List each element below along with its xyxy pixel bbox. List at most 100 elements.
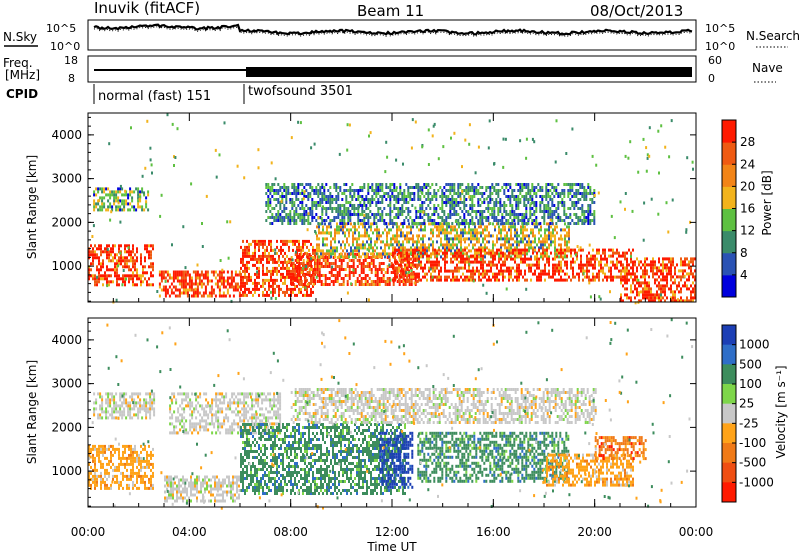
power-cell — [445, 222, 448, 225]
power-cell — [322, 259, 325, 262]
power-cell — [528, 240, 530, 244]
power-cell — [314, 278, 316, 282]
power-cell — [359, 204, 362, 207]
power-cell — [488, 260, 490, 264]
power-cell — [264, 251, 266, 255]
power-cell — [328, 225, 330, 229]
power-cell — [455, 192, 458, 195]
power-cell — [312, 280, 315, 283]
power-cell — [562, 255, 564, 259]
power-cell — [530, 257, 532, 261]
power-cell — [516, 234, 518, 238]
power-cell — [482, 240, 484, 244]
power-cell — [221, 268, 224, 272]
power-cell — [279, 186, 282, 189]
power-cell — [394, 246, 396, 250]
power-cell — [442, 246, 444, 250]
power-cell — [575, 222, 578, 225]
power-cell — [240, 266, 242, 270]
power-cell — [398, 269, 400, 273]
power-cell — [477, 183, 480, 186]
power-cell — [530, 246, 532, 250]
power-cell — [286, 263, 288, 267]
power-cell — [589, 186, 592, 189]
power-cell — [410, 146, 413, 150]
power-cell — [326, 283, 329, 286]
power-cell — [608, 248, 610, 252]
power-cell — [280, 266, 282, 270]
power-cell — [101, 199, 104, 203]
power-cell — [424, 234, 426, 238]
power-cell — [521, 189, 524, 192]
power-cell — [478, 255, 480, 259]
power-cell — [306, 266, 308, 270]
power-cell — [473, 204, 476, 207]
power-cell — [392, 266, 394, 270]
power-cell — [432, 263, 434, 267]
power-cell — [360, 280, 363, 283]
power-cell — [527, 189, 530, 192]
power-cell — [291, 183, 294, 186]
power-cell — [352, 274, 355, 277]
power-cell — [90, 262, 92, 266]
power-cell — [472, 246, 474, 250]
power-cell — [124, 244, 126, 248]
power-cell — [450, 257, 452, 261]
power-cell — [432, 240, 434, 244]
power-cell — [630, 290, 632, 294]
power-cell — [394, 275, 396, 279]
power-cell — [194, 291, 197, 295]
power-cell — [88, 265, 90, 269]
power-cell — [264, 254, 266, 258]
power-cell — [314, 259, 317, 262]
power-cell — [554, 225, 556, 229]
power-cell — [435, 222, 438, 225]
power-cell — [503, 207, 506, 210]
power-cell — [527, 183, 530, 186]
power-cell — [128, 277, 130, 281]
power-cell — [450, 136, 452, 140]
power-cell — [481, 219, 484, 222]
power-cell — [567, 192, 570, 195]
power-cell — [230, 282, 233, 286]
power-cell — [405, 195, 408, 198]
power-cell — [510, 255, 512, 259]
power-cell — [413, 219, 416, 222]
power-cell — [150, 250, 152, 254]
power-cell — [373, 216, 376, 219]
power-cell — [258, 293, 260, 297]
power-cell — [571, 186, 574, 189]
power-cell — [481, 195, 484, 198]
power-cell — [533, 192, 536, 195]
power-cell — [277, 259, 280, 263]
power-cell — [692, 272, 694, 276]
power-cell — [367, 192, 370, 195]
power-cell — [278, 290, 280, 294]
power-cell — [88, 268, 90, 272]
power-cell — [236, 164, 239, 168]
power-cell — [678, 284, 680, 288]
power-cell — [306, 239, 308, 243]
power-cell — [194, 287, 197, 291]
nave-tick-bottom: 0 — [708, 72, 715, 85]
power-cell — [391, 222, 394, 225]
power-cell — [620, 278, 622, 282]
power-cell — [390, 271, 393, 274]
power-cell — [571, 127, 574, 131]
power-cell — [359, 213, 362, 216]
power-cell — [446, 234, 448, 238]
power-cell — [393, 186, 396, 189]
power-cell — [410, 263, 412, 267]
power-cell — [315, 207, 318, 210]
power-cell — [346, 253, 349, 256]
power-cell — [350, 246, 352, 250]
power-cell — [602, 257, 604, 261]
power-cell — [350, 265, 353, 268]
power-cell — [674, 281, 676, 285]
power-cell — [514, 260, 516, 264]
power-cell — [252, 263, 254, 267]
power-cell — [501, 219, 504, 222]
power-cell — [283, 189, 286, 192]
power-cell — [176, 127, 179, 131]
power-cell — [94, 244, 96, 248]
